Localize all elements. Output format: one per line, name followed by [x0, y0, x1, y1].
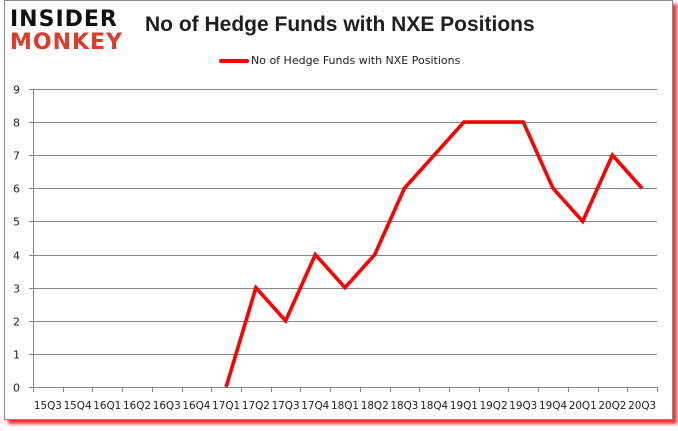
y-tick-label: 0 [13, 382, 20, 395]
y-tick-label: 4 [13, 250, 20, 263]
insider-monkey-logo: INSIDER MONKEY [10, 9, 128, 54]
x-tick-label: 20Q3 [628, 400, 656, 412]
x-tick-label: 15Q3 [34, 400, 62, 412]
x-tick-label: 18Q2 [361, 400, 389, 412]
x-tick-label: 16Q4 [182, 400, 210, 412]
x-tick-label: 17Q3 [272, 400, 300, 412]
x-tick-label: 19Q4 [539, 400, 567, 412]
chart-frame [4, 0, 673, 420]
x-tick-label: 19Q3 [509, 400, 537, 412]
y-tick-label: 8 [13, 117, 20, 130]
chart-title: No of Hedge Funds with NXE Positions [145, 13, 535, 36]
y-tick-label: 6 [13, 183, 20, 196]
x-tick-label: 18Q1 [331, 400, 359, 412]
y-tick-label: 1 [13, 349, 20, 362]
legend-label: No of Hedge Funds with NXE Positions [251, 54, 461, 67]
series-line [224, 120, 644, 388]
x-tick-label: 19Q1 [450, 400, 478, 412]
gridlines [29, 89, 657, 388]
x-tick-label: 20Q1 [569, 400, 597, 412]
x-tick-label: 16Q1 [93, 400, 121, 412]
y-tick-label: 5 [13, 216, 20, 229]
x-tick-label: 16Q2 [123, 400, 151, 412]
x-tick-label: 17Q1 [212, 400, 240, 412]
y-axis: 0 1 2 3 4 5 6 7 8 9 [13, 84, 34, 395]
legend-swatch-icon [219, 58, 249, 63]
x-tick-label: 19Q2 [480, 400, 508, 412]
logo-line-1: INSIDER [10, 7, 118, 32]
x-tick-label: 18Q3 [390, 400, 418, 412]
x-tick-label: 16Q3 [153, 400, 181, 412]
logo-line-2: MONKEY [10, 30, 124, 55]
x-tick-label: 17Q2 [242, 400, 270, 412]
y-tick-label: 3 [13, 283, 20, 296]
chart-legend: No of Hedge Funds with NXE Positions [219, 54, 460, 67]
x-axis: 15Q3 15Q4 16Q1 16Q2 16Q3 16Q4 17Q1 17Q2 17Q3 17Q4… [34, 387, 658, 412]
x-tick-label: 17Q4 [301, 400, 329, 412]
y-tick-label: 2 [13, 316, 20, 329]
y-tick-label: 9 [13, 84, 20, 97]
y-tick-label: 7 [13, 150, 20, 163]
x-tick-label: 15Q4 [64, 400, 92, 412]
x-tick-label: 18Q4 [420, 400, 448, 412]
x-tick-label: 20Q2 [598, 400, 626, 412]
